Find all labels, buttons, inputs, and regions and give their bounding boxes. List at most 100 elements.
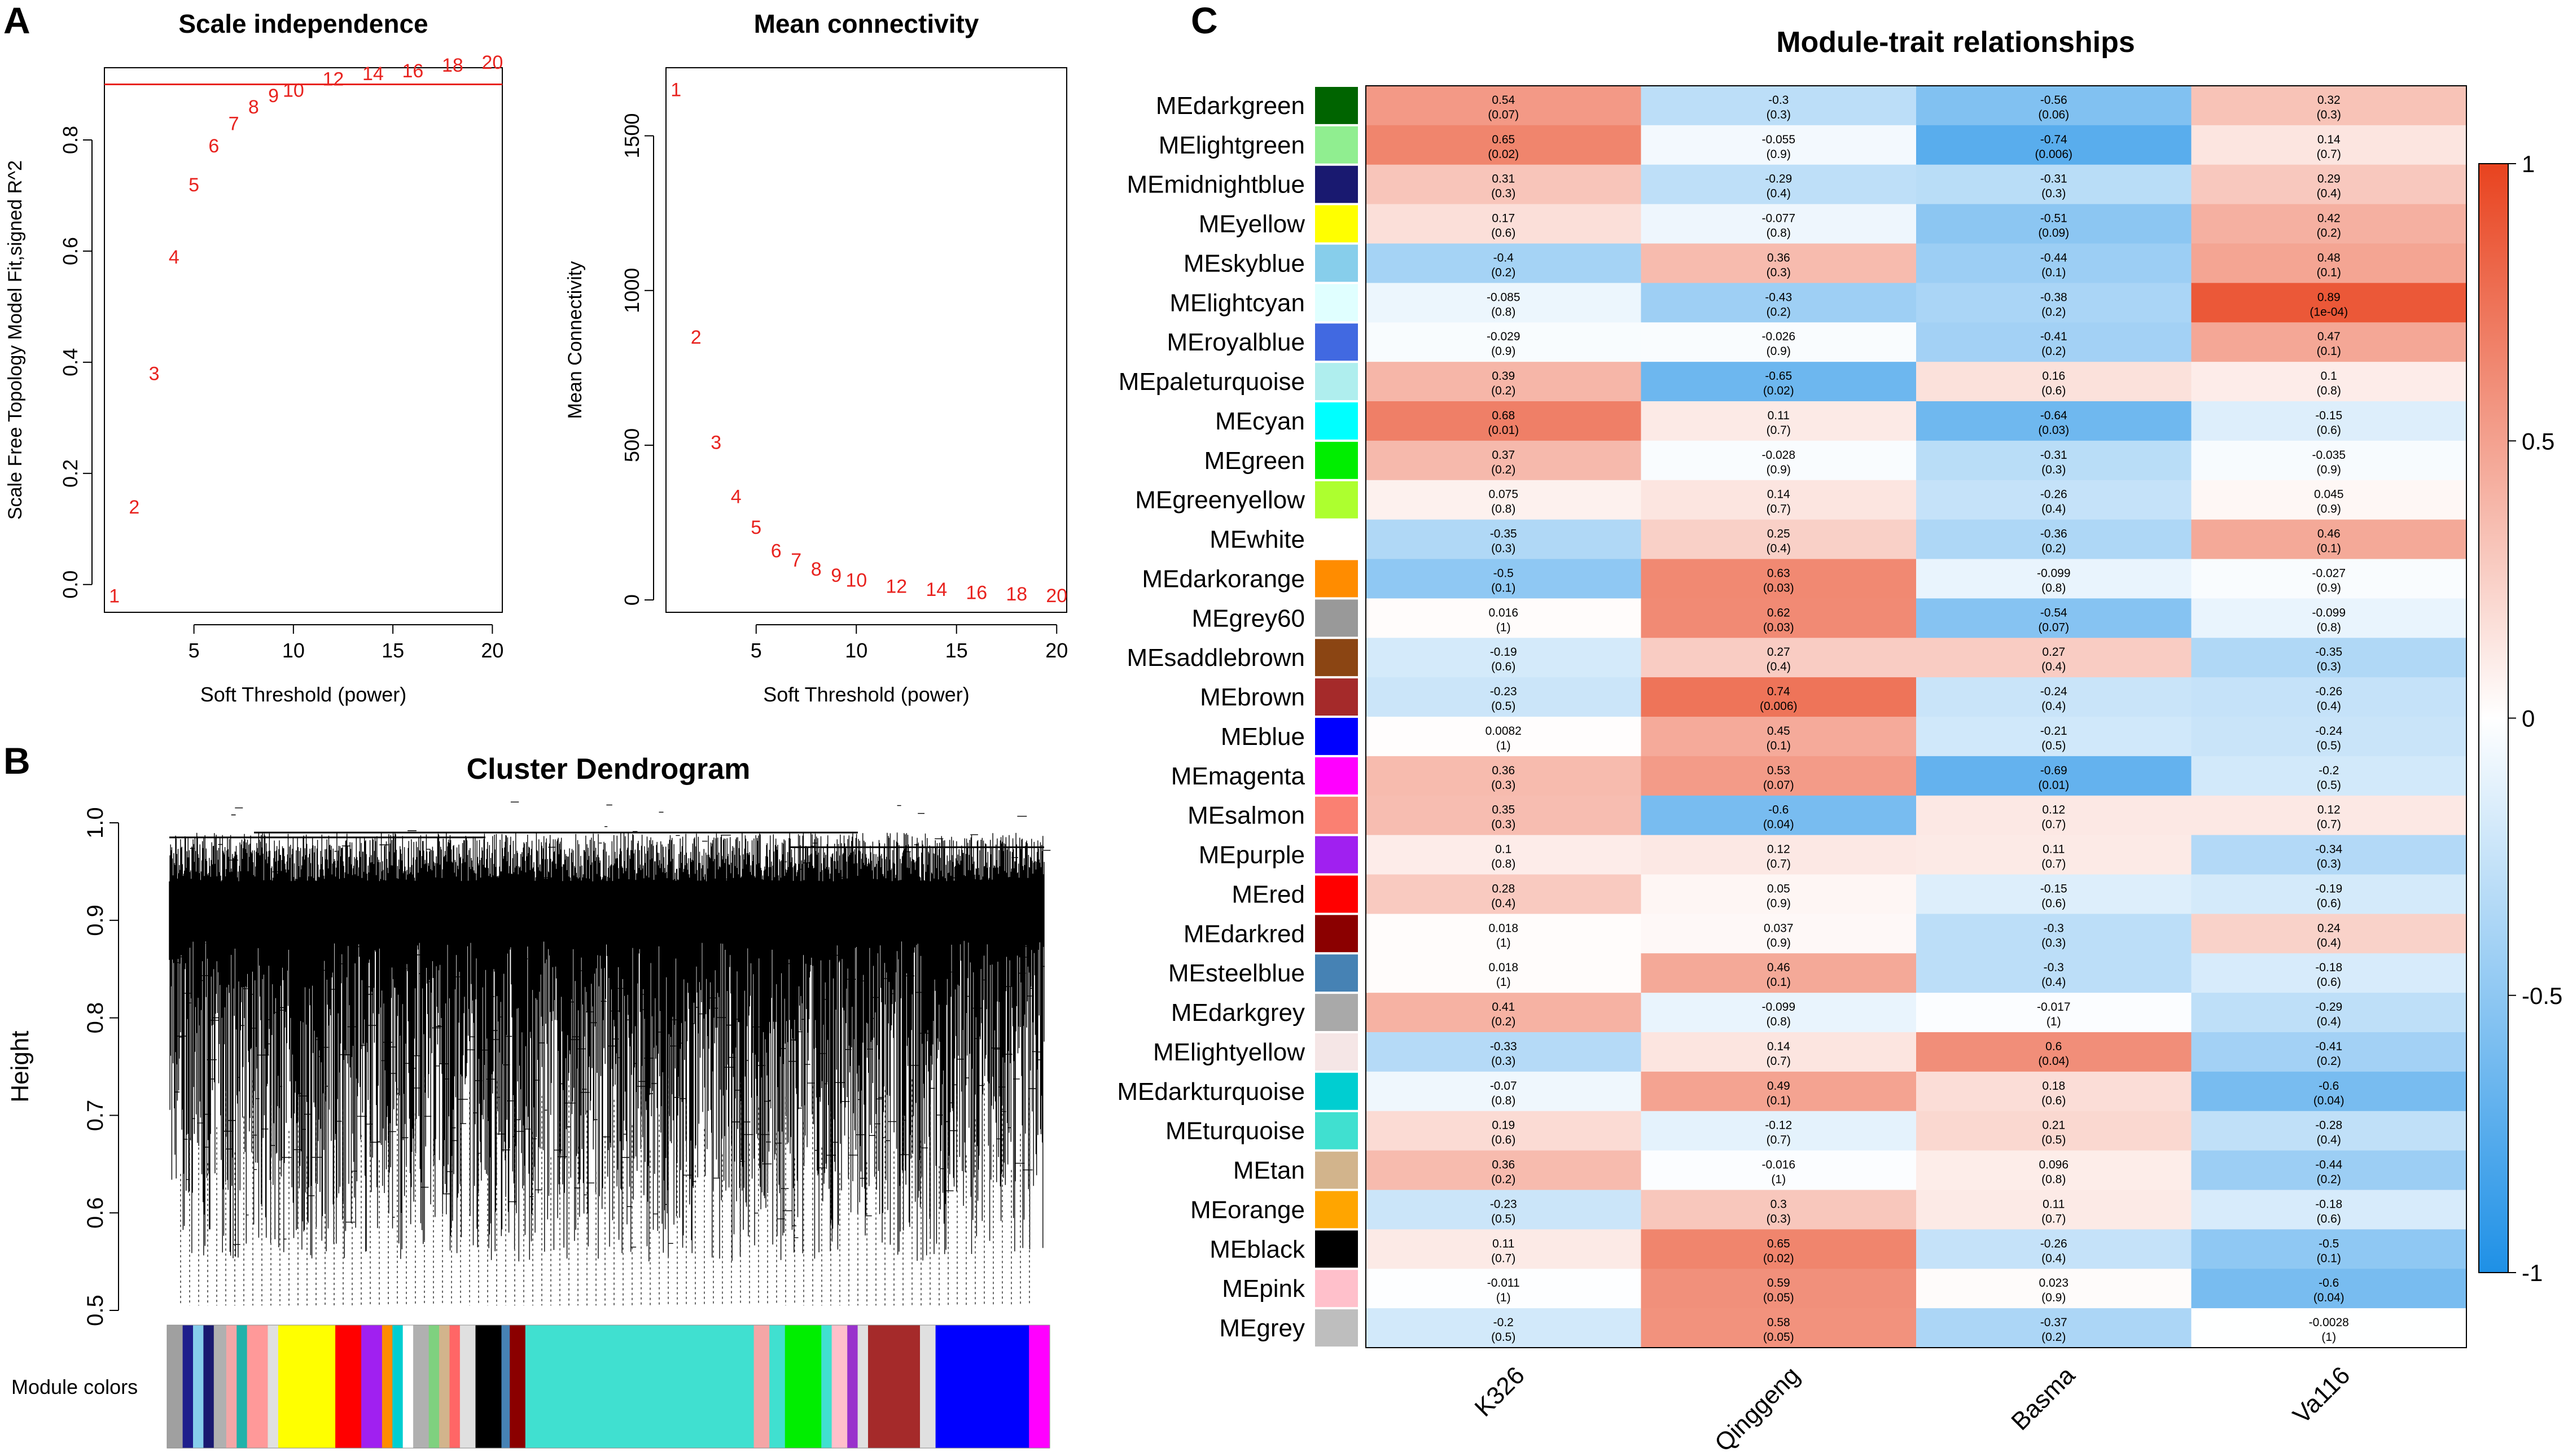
heatmap-cell-pvalue: (0.4) bbox=[2317, 187, 2341, 200]
module-color-band bbox=[203, 1325, 214, 1448]
heatmap-cell-value: 0.3 bbox=[1771, 1198, 1787, 1211]
heatmap-cell bbox=[1916, 322, 2192, 362]
heatmap-cell-pvalue: (0.03) bbox=[2038, 424, 2069, 437]
heatmap-cell-value: 0.12 bbox=[2317, 804, 2341, 817]
heatmap-cell-value: 0.47 bbox=[2317, 330, 2341, 343]
module-color-band bbox=[193, 1325, 204, 1448]
heatmap-cell-value: 0.21 bbox=[2042, 1119, 2065, 1132]
heatmap-cell-pvalue: (0.1) bbox=[1491, 581, 1515, 594]
heatmap-row-label: MEpaleturquoise bbox=[1119, 368, 1305, 396]
heatmap-cell-value: -0.23 bbox=[1490, 685, 1517, 698]
module-swatch bbox=[1315, 560, 1358, 598]
heatmap-cell bbox=[2191, 598, 2467, 638]
module-swatch bbox=[1315, 87, 1358, 124]
heatmap-cell-value: 0.14 bbox=[1767, 488, 1790, 501]
heatmap-cell-value: 0.24 bbox=[2317, 922, 2341, 935]
heatmap-cell-pvalue: (0.09) bbox=[2038, 227, 2069, 240]
module-swatch bbox=[1315, 718, 1358, 755]
heatmap-cell-value: 0.62 bbox=[1767, 606, 1790, 619]
heatmap-row-label: MEbrown bbox=[1200, 683, 1305, 711]
heatmap-cell-pvalue: (0.9) bbox=[2317, 463, 2341, 476]
heatmap-cell-value: -0.6 bbox=[2319, 1277, 2339, 1290]
scale-independence-title: Scale independence bbox=[178, 9, 428, 38]
heatmap-cell bbox=[1366, 1269, 1641, 1309]
module-color-band bbox=[439, 1325, 450, 1448]
heatmap-cell-pvalue: (0.04) bbox=[1763, 818, 1794, 831]
heatmap-cell bbox=[1641, 1308, 1917, 1348]
heatmap-cell-value: 0.14 bbox=[2317, 133, 2341, 146]
heatmap-cell-value: 0.17 bbox=[1492, 212, 1515, 225]
heatmap-cell-pvalue: (0.4) bbox=[2041, 503, 2066, 516]
heatmap-cell bbox=[2191, 283, 2467, 323]
heatmap-row-label: MEturquoise bbox=[1165, 1117, 1305, 1145]
heatmap-cell-pvalue: (0.1) bbox=[2041, 266, 2066, 279]
heatmap-cell bbox=[1916, 756, 2192, 796]
heatmap-cell bbox=[2191, 480, 2467, 520]
heatmap-cell-pvalue: (0.7) bbox=[2317, 818, 2341, 831]
heatmap-cell bbox=[1366, 677, 1641, 717]
heatmap-cell bbox=[1641, 440, 1917, 481]
heatmap-cell bbox=[1641, 717, 1917, 757]
mean-connectivity-y-tick-label: 500 bbox=[620, 428, 643, 462]
heatmap-cell-value: 0.59 bbox=[1767, 1277, 1790, 1290]
heatmap-cell bbox=[1916, 874, 2192, 914]
heatmap-cell bbox=[2191, 1229, 2467, 1269]
heatmap-cell-pvalue: (0.4) bbox=[2041, 700, 2066, 713]
heatmap-cell-value: 0.45 bbox=[1767, 725, 1790, 738]
heatmap-cell-value: -0.24 bbox=[2040, 685, 2067, 698]
heatmap-cell bbox=[1366, 283, 1641, 323]
heatmap-cell-value: -0.011 bbox=[1487, 1277, 1520, 1290]
heatmap-cell bbox=[1641, 362, 1917, 402]
module-color-band bbox=[392, 1325, 404, 1448]
module-swatch bbox=[1315, 1112, 1358, 1150]
heatmap-cell bbox=[1641, 1229, 1917, 1269]
heatmap-cell-value: -0.28 bbox=[2315, 1119, 2342, 1132]
heatmap-cell-value: 0.0082 bbox=[1485, 725, 1522, 738]
heatmap-row-label: MEdarkorange bbox=[1142, 565, 1305, 593]
module-swatch bbox=[1315, 1309, 1358, 1347]
heatmap-cell-value: 0.74 bbox=[1767, 685, 1790, 698]
heatmap-cell-pvalue: (0.8) bbox=[2041, 581, 2066, 594]
heatmap-cell-pvalue: (0.3) bbox=[2317, 660, 2341, 673]
module-color-band bbox=[335, 1325, 362, 1448]
heatmap-cell-pvalue: (0.3) bbox=[1491, 818, 1515, 831]
heatmap-row-label: MEgrey60 bbox=[1191, 604, 1305, 632]
heatmap-cell-value: 0.6 bbox=[2045, 1040, 2062, 1053]
heatmap-cell-value: 0.12 bbox=[1767, 843, 1790, 856]
scale-independence-x-tick-label: 15 bbox=[382, 639, 404, 662]
heatmap-cell-value: -0.2 bbox=[1493, 1316, 1514, 1329]
heatmap-cell-pvalue: (1) bbox=[1496, 621, 1511, 634]
heatmap-cell-value: -0.31 bbox=[2040, 449, 2067, 462]
module-swatch bbox=[1315, 836, 1358, 874]
mean-connectivity-y-tick-label: 1000 bbox=[620, 268, 643, 313]
scale-independence-point-label: 4 bbox=[169, 247, 179, 268]
scale-independence-point-label: 18 bbox=[442, 55, 463, 76]
heatmap-legend-label: -0.5 bbox=[2522, 983, 2562, 1009]
heatmap-cell-pvalue: (0.1) bbox=[1767, 1094, 1791, 1107]
module-color-band bbox=[857, 1325, 869, 1448]
heatmap-cell-pvalue: (0.5) bbox=[2317, 739, 2341, 752]
module-swatch bbox=[1315, 1230, 1358, 1268]
scale-independence-y-tick-label: 0.4 bbox=[59, 348, 82, 376]
heatmap-cell bbox=[1641, 598, 1917, 638]
scale-independence-point-label: 14 bbox=[362, 63, 384, 85]
heatmap-cell-value: 0.018 bbox=[1488, 961, 1518, 974]
heatmap-cell bbox=[2191, 204, 2467, 244]
heatmap-cell-pvalue: (0.02) bbox=[1763, 1252, 1794, 1265]
heatmap-cell-value: -0.23 bbox=[1490, 1198, 1517, 1211]
heatmap-row-label: MEgreen bbox=[1204, 447, 1305, 475]
heatmap-cell-pvalue: (0.1) bbox=[2317, 266, 2341, 279]
heatmap-cell bbox=[1641, 874, 1917, 914]
heatmap-cell-value: -0.21 bbox=[2040, 725, 2067, 738]
heatmap-cell bbox=[1641, 243, 1917, 283]
heatmap-cell bbox=[1641, 283, 1917, 323]
mean-connectivity-point-label: 1 bbox=[671, 79, 681, 100]
heatmap-title: Module-trait relationships bbox=[1776, 26, 2135, 59]
heatmap-cell bbox=[1366, 756, 1641, 796]
heatmap-cell bbox=[2191, 756, 2467, 796]
module-color-band bbox=[268, 1325, 279, 1448]
heatmap-cell-pvalue: (0.3) bbox=[1491, 779, 1515, 792]
mean-connectivity-point-label: 5 bbox=[751, 517, 761, 538]
heatmap-cell-value: -0.4 bbox=[1493, 251, 1514, 264]
